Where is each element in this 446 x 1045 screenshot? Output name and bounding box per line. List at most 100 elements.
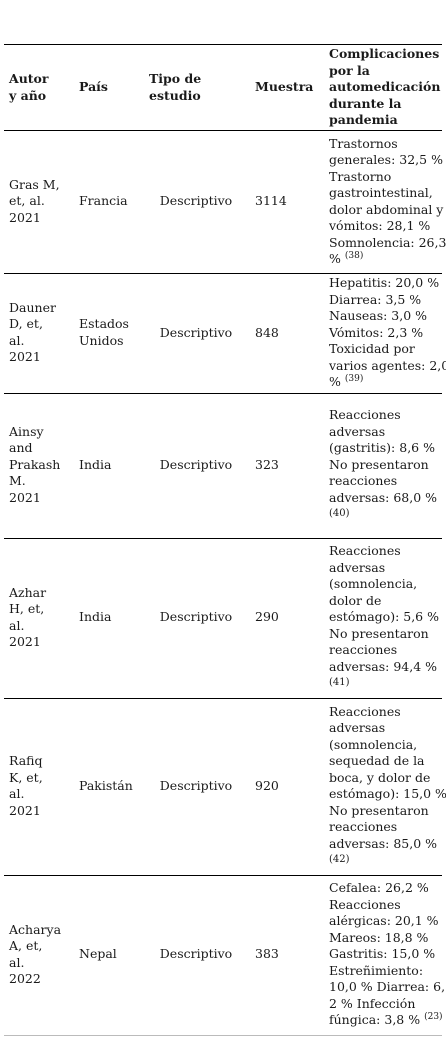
cell-autor-line: 2021 — [9, 634, 41, 649]
cell-autor-line: 2021 — [9, 209, 41, 225]
cell-autor: Gras M, et, al. 2021 — [4, 131, 73, 274]
table-row: Azhar H, et, al. 2021 India Descriptivo 290 Re… — [4, 538, 442, 698]
cell-tipo: Descriptivo — [159, 946, 233, 962]
cell-complicaciones-line: No presentaron — [329, 802, 429, 818]
cell-complicaciones-line: Reacciones — [329, 703, 401, 719]
cell-autor-line: Dauner — [9, 299, 56, 315]
header-complicaciones: Complicaciones por la automedicación dur… — [327, 44, 442, 131]
cell-tipo: Descriptivo — [159, 193, 233, 209]
last-line-wrap: % (38) — [329, 251, 442, 268]
header-pais: País — [73, 44, 141, 131]
cell-autor-line: al. — [9, 786, 25, 801]
cell-pais-line: India — [79, 456, 112, 472]
cell-complicaciones-line: Diarrea: 3,5 % — [329, 291, 422, 307]
cell-complicaciones: Reacciones adversas (somnolencia, dolor de e… — [327, 538, 442, 698]
cell-complicaciones-line: varios agentes: 2,0 — [329, 357, 446, 373]
cell-muestra: 290 — [255, 609, 279, 625]
reference-citation: (40) — [329, 508, 350, 520]
self-medication-complications-table: Autor y año País Tipo de estudio Muestra… — [4, 44, 446, 1036]
cell-muestra: 848 — [255, 324, 279, 340]
cell-complicaciones-line: Trastorno — [329, 168, 392, 184]
cell-complicaciones-line: generales: 32,5 % — [329, 152, 443, 167]
cell-complicaciones-line: Estreñimiento: — [329, 962, 424, 978]
cell-tipo: Descriptivo — [159, 456, 233, 472]
cell-complicaciones-line: Reacciones — [329, 407, 401, 423]
cell-complicaciones-line: adversas: 94,4 % — [329, 658, 438, 674]
cell-complicaciones-line: Gastritis: 15,0 % — [329, 946, 436, 962]
cell-complicaciones-line: adversas — [329, 720, 386, 735]
cell-complicaciones-line: adversas — [329, 559, 386, 575]
cell-complicaciones-line: adversas: 85,0 % — [329, 835, 438, 851]
reference-citation: (23) — [424, 1012, 443, 1023]
cell-complicaciones: Reacciones adversas (somnolencia, sequedad … — [327, 698, 446, 875]
cell-autor-line: 2021 — [9, 489, 41, 505]
cell-complicaciones-line: alérgicas: 20,1 % — [329, 913, 439, 929]
cell-autor: Ainsy and Prakash M. 2021 — [4, 393, 73, 538]
reference-citation: (38) — [344, 251, 364, 261]
cell-complicaciones-line: No presentaron — [329, 625, 429, 641]
cell-complicaciones: Trastornos generales: 32,5 % Trastorno gast… — [327, 131, 446, 274]
table-row: Dauner D, et, al. 2021 Estados Unidos Descript… — [4, 274, 446, 394]
cell-complicaciones-line: adversas — [329, 423, 386, 439]
cell-pais-line: Nepal — [79, 946, 117, 962]
cell-complicaciones-line: Mareos: 18,8 % — [329, 929, 429, 945]
reference-citation: (41) — [329, 677, 350, 689]
cell-complicaciones-line: estómago): 15,0 % — [329, 786, 446, 801]
cell-autor-line: H, et, — [9, 601, 45, 616]
table-row: Ainsy and Prakash M. 2021 India Descriptivo 32… — [4, 393, 442, 538]
cell-autor-line: M. — [9, 473, 26, 489]
cell-pais-line: Estados — [79, 316, 129, 332]
cell-pais: India — [73, 393, 141, 538]
cell-complicaciones: Cefalea: 26,2 % Reacciones alérgicas: 20,1… — [327, 875, 446, 1035]
cell-complicaciones-line: Cefalea: 26,2 % — [329, 880, 429, 896]
cell-complicaciones-line: gastrointestinal, — [329, 185, 433, 200]
cell-complicaciones-line: dolor abdominal y — [329, 201, 444, 217]
cell-complicaciones-line: 10,0 % Diarrea: 6, — [329, 979, 446, 995]
cell-complicaciones-line: Somnolencia: 26,3 — [329, 234, 446, 250]
table-row: Gras M, et, al. 2021 Francia Descriptivo 3114… — [4, 131, 446, 274]
cell-pais: Estados Unidos — [73, 274, 141, 394]
cell-muestra: 920 — [255, 777, 279, 793]
cell-complicaciones-line: fúngica: 3,8 % — [329, 1012, 421, 1028]
cell-autor-line: et, al. — [9, 193, 45, 209]
cell-autor-line: Prakash — [9, 456, 61, 472]
cell-autor: Azhar H, et, al. 2021 — [4, 538, 73, 698]
cell-complicaciones-line: Hepatitis: 20,0 % — [329, 275, 440, 290]
cell-complicaciones-line: Reacciones — [329, 896, 401, 912]
cell-autor-line: Rafiq — [9, 753, 43, 768]
cell-autor: Dauner D, et, al. 2021 — [4, 274, 73, 394]
cell-autor-line: D, et, — [9, 316, 43, 332]
cell-autor-line: Acharya — [9, 921, 62, 937]
cell-muestra: 383 — [255, 946, 279, 962]
cell-muestra: 3114 — [255, 193, 287, 209]
cell-autor-line: Azhar — [9, 584, 47, 600]
reference-citation: (39) — [344, 374, 364, 384]
cell-complicaciones-line: Nauseas: 3,0 % — [329, 308, 428, 323]
cell-complicaciones-line: reacciones — [329, 473, 398, 489]
cell-complicaciones-line: Vómitos: 2,3 % — [329, 324, 424, 340]
cell-pais: India — [73, 538, 141, 698]
cell-pais: Nepal — [73, 875, 141, 1035]
cell-autor-line: 2022 — [9, 971, 41, 986]
cell-pais: Francia — [73, 131, 141, 274]
header-muestra: Muestra — [251, 44, 327, 131]
cell-complicaciones-line: estómago): 5,6 % — [329, 609, 439, 625]
header-tipo: Tipo de estudio — [141, 44, 251, 131]
cell-autor: Rafiq K, et, al. 2021 — [4, 698, 73, 875]
cell-autor: Acharya A, et, al. 2022 — [4, 875, 73, 1035]
cell-autor-line: and — [9, 440, 33, 456]
cell-pais: Pakistán — [73, 698, 141, 875]
cell-complicaciones-line: adversas: 68,0 % — [329, 489, 438, 505]
cell-complicaciones-line: (somnolencia, — [329, 736, 418, 752]
table-header-row: Autor y año País Tipo de estudio Muestra… — [4, 44, 442, 131]
cell-autor-line: Ainsy — [9, 423, 44, 439]
cell-complicaciones: Hepatitis: 20,0 % Diarrea: 3,5 % Nauseas: … — [327, 274, 446, 394]
cell-complicaciones-line: (somnolencia, — [329, 576, 418, 592]
last-line-wrap: % (39) — [329, 374, 442, 391]
cell-autor-line: al. — [9, 954, 25, 970]
cell-autor-line: al. — [9, 332, 25, 348]
cell-autor-line: 2021 — [9, 349, 41, 365]
table-body: Gras M, et, al. 2021 Francia Descriptivo 3114… — [4, 131, 446, 1035]
cell-pais-line: Pakistán — [79, 777, 133, 793]
cell-complicaciones-line: (gastritis): 8,6 % — [329, 440, 435, 456]
